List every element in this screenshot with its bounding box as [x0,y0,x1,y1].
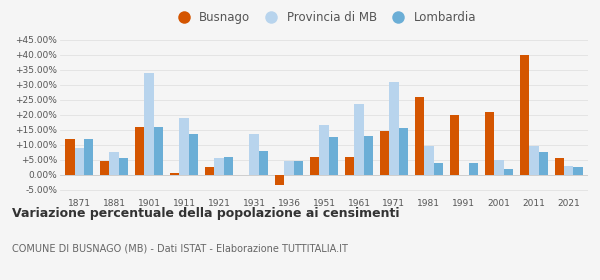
Bar [170,172,179,175]
Bar [529,146,539,175]
Bar [65,139,74,175]
Bar [294,161,303,175]
Bar [109,152,119,175]
Bar [389,82,398,175]
Bar [319,125,329,175]
Bar [469,163,478,175]
Bar [574,167,583,175]
Bar [415,97,424,175]
Bar [250,134,259,175]
Bar [564,166,574,175]
Bar [145,73,154,175]
Bar [539,152,548,175]
Bar [74,148,84,175]
Bar [354,104,364,175]
Text: COMUNE DI BUSNAGO (MB) - Dati ISTAT - Elaborazione TUTTITALIA.IT: COMUNE DI BUSNAGO (MB) - Dati ISTAT - El… [12,244,348,254]
Bar [503,169,513,175]
Bar [494,160,503,175]
Bar [520,55,529,175]
Bar [214,158,224,175]
Bar [189,134,198,175]
Legend: Busnago, Provincia di MB, Lombardia: Busnago, Provincia di MB, Lombardia [172,11,476,24]
Bar [554,158,564,175]
Bar [205,167,214,175]
Bar [100,160,109,175]
Bar [179,118,189,175]
Bar [345,157,354,175]
Bar [398,128,408,175]
Bar [310,157,319,175]
Text: Variazione percentuale della popolazione ai censimenti: Variazione percentuale della popolazione… [12,207,400,220]
Bar [224,157,233,175]
Bar [380,131,389,175]
Bar [119,158,128,175]
Bar [329,137,338,175]
Bar [275,175,284,185]
Bar [284,161,294,175]
Bar [135,127,145,175]
Bar [424,146,434,175]
Bar [154,127,163,175]
Bar [364,136,373,175]
Bar [84,139,94,175]
Bar [434,163,443,175]
Bar [259,151,268,175]
Bar [485,112,494,175]
Bar [450,115,459,175]
